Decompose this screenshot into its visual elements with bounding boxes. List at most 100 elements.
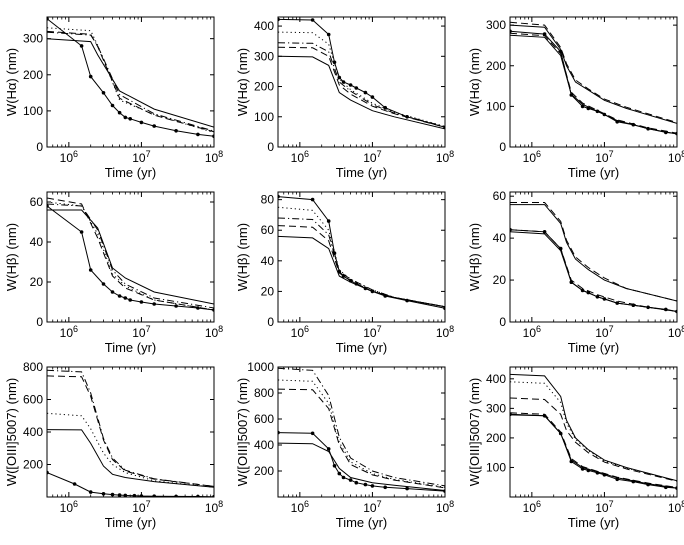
- series-line-dash-dot: [47, 31, 214, 132]
- data-point: [675, 486, 677, 490]
- data-point: [128, 298, 132, 302]
- data-point: [405, 486, 409, 491]
- data-point: [602, 473, 607, 477]
- data-point: [354, 282, 359, 286]
- data-point: [332, 60, 337, 65]
- data-point: [310, 18, 315, 22]
- y-tick-label: 60: [493, 189, 507, 203]
- data-point: [646, 305, 650, 310]
- y-tick-label: 80: [261, 193, 275, 207]
- y-tick-label: 0: [267, 315, 274, 329]
- series-line-dash-dot: [47, 369, 214, 487]
- series-line-dash-dot: [278, 367, 445, 487]
- series-line-solid-b: [510, 34, 677, 135]
- series-line-solid: [47, 429, 214, 488]
- data-point: [586, 468, 591, 473]
- y-tick-label: 40: [261, 254, 275, 268]
- data-point: [595, 471, 600, 475]
- series-line-solid-dots: [278, 18, 445, 128]
- y-tick-label: 60: [30, 195, 44, 209]
- data-point: [569, 280, 574, 285]
- data-point: [278, 430, 280, 435]
- series-line-solid-dots: [510, 413, 677, 489]
- series-line-solid-a: [510, 373, 677, 482]
- data-point: [123, 115, 128, 120]
- series-line-dashed-a: [510, 21, 677, 124]
- x-tick-label: 107: [363, 149, 381, 165]
- series-group: [47, 17, 214, 138]
- series-line-solid: [278, 235, 445, 308]
- data-point: [595, 295, 600, 299]
- y-tick-label: 100: [23, 104, 43, 118]
- series-line-solid: [278, 55, 445, 130]
- y-tick-label: 20: [261, 284, 275, 298]
- x-tick-label: 108: [668, 149, 684, 165]
- x-axis-label: Time (yr): [105, 165, 157, 180]
- data-point: [128, 117, 132, 121]
- panel-7: 200 400 600 800 106 107 108 Time (yr) W([OIII]50…: [4, 360, 223, 530]
- x-axis-label: Time (yr): [568, 340, 620, 355]
- series-line-solid-b: [510, 414, 677, 489]
- data-point: [332, 464, 337, 468]
- series-line-solid-dots: [47, 205, 214, 311]
- data-point: [602, 112, 607, 117]
- data-point: [337, 75, 342, 80]
- data-point: [101, 282, 106, 286]
- axes-box: [46, 191, 215, 323]
- y-tick-label: 0: [499, 315, 506, 329]
- x-axis-label: Time (yr): [105, 515, 157, 530]
- y-axis-label: W(Hβ) (nm): [235, 223, 250, 291]
- x-axis-label: Time (yr): [336, 165, 388, 180]
- data-point: [326, 219, 331, 223]
- data-point: [88, 74, 93, 79]
- series-line-solid-b: [510, 231, 677, 312]
- axes-box: [509, 191, 678, 323]
- data-point: [341, 274, 346, 278]
- x-tick-label: 106: [291, 149, 309, 165]
- data-point: [510, 29, 512, 33]
- x-tick-label: 108: [205, 499, 223, 515]
- series-group: [510, 202, 677, 314]
- data-point: [72, 482, 77, 486]
- data-point: [310, 197, 315, 202]
- y-tick-label: 800: [23, 360, 43, 374]
- data-point: [363, 90, 368, 95]
- y-tick-label: 300: [486, 401, 506, 415]
- data-point: [348, 478, 353, 482]
- x-axis-label: Time (yr): [336, 340, 388, 355]
- series-line-solid-dots: [278, 196, 445, 309]
- series-line-dashed: [47, 197, 214, 311]
- data-point: [278, 17, 280, 22]
- panel-6: 0 20 40 60 106 107 108 Time (yr) W(Hβ) (nm): [467, 189, 684, 355]
- data-point: [363, 286, 368, 291]
- series-line-dotted: [278, 206, 445, 308]
- y-tick-label: 200: [23, 68, 43, 82]
- series-line-dashed-b: [510, 412, 677, 488]
- y-tick-label: 0: [499, 140, 506, 154]
- y-axis-label: W([OIII]5007) (nm): [467, 378, 482, 486]
- data-point: [363, 482, 368, 487]
- y-axis-label: W([OIII]5007) (nm): [4, 378, 19, 486]
- series-line-dotted-a: [510, 381, 677, 482]
- x-tick-label: 108: [205, 149, 223, 165]
- y-tick-label: 200: [23, 458, 43, 472]
- axes-box: [277, 16, 446, 148]
- x-tick-label: 108: [436, 499, 454, 515]
- y-tick-label: 800: [254, 386, 274, 400]
- y-tick-label: 100: [486, 99, 506, 113]
- y-tick-label: 300: [486, 18, 506, 32]
- y-tick-label: 0: [36, 315, 43, 329]
- series-line-dashed: [47, 375, 214, 487]
- data-point: [595, 109, 600, 114]
- x-tick-label: 106: [523, 499, 541, 515]
- series-line-dash-dot: [278, 42, 445, 128]
- data-point: [664, 307, 668, 312]
- data-point: [88, 268, 93, 272]
- data-point: [341, 80, 346, 84]
- data-point: [196, 306, 200, 310]
- data-point: [646, 126, 650, 131]
- x-axis-label: Time (yr): [568, 165, 620, 180]
- data-point: [139, 120, 144, 125]
- data-point: [337, 471, 342, 476]
- x-tick-label: 108: [205, 324, 223, 340]
